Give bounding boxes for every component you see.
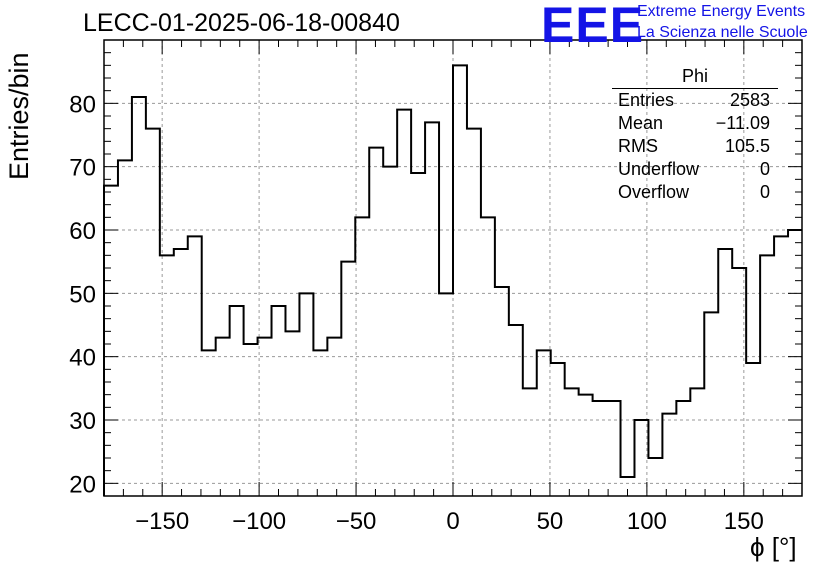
y-tick-label: 30 [69, 408, 96, 435]
stats-label: Entries [618, 90, 675, 110]
tick-labels: −150 −100 −50 0 50 100 150 20 30 40 50 60 70 80 [69, 91, 764, 535]
stats-row-mean: Mean −11.09 [610, 112, 778, 135]
stats-label: Overflow [618, 182, 690, 202]
x-tick-label: −100 [232, 508, 286, 535]
x-tick-label: 100 [627, 508, 667, 535]
x-tick-label: −50 [336, 508, 377, 535]
stats-row-overflow: Overflow 0 [610, 181, 778, 204]
stats-box: Phi Entries 2583 Mean −11.09 RMS 105.5 U… [610, 66, 778, 204]
stats-label: Underflow [618, 159, 700, 179]
x-tick-label: 50 [537, 508, 564, 535]
y-tick-label: 50 [69, 281, 96, 308]
y-tick-label: 80 [69, 91, 96, 118]
stats-value: 0 [759, 182, 770, 202]
logo-line-2: La Scienza nelle Scuole [637, 24, 808, 41]
plot-frame [103, 39, 803, 497]
x-tick-label: −150 [135, 508, 189, 535]
stats-value: −11.09 [715, 113, 770, 133]
x-axis-label: ϕ [°] [750, 532, 797, 562]
y-tick-label: 40 [69, 345, 96, 372]
y-tick-label: 60 [69, 218, 96, 245]
x-tick-label: 150 [724, 508, 764, 535]
y-tick-label: 20 [69, 471, 96, 498]
x-tick-label: 0 [446, 508, 459, 535]
logo-line-1: Extreme Energy Events [637, 3, 806, 20]
stats-box-title: Phi [612, 66, 778, 89]
stats-label: Mean [618, 113, 664, 133]
axis-ticks [103, 39, 803, 497]
stats-label: RMS [618, 136, 658, 156]
run-title: LECC-01-2025-06-18-00840 [83, 9, 400, 37]
stats-value: 2583 [729, 90, 770, 110]
stats-value: 105.5 [724, 136, 770, 156]
stats-value: 0 [759, 159, 770, 179]
stats-row-entries: Entries 2583 [610, 89, 778, 112]
stats-row-underflow: Underflow 0 [610, 158, 778, 181]
eee-logo: EEE [541, 0, 645, 53]
stats-row-rms: RMS 105.5 [610, 135, 778, 158]
histogram-step-line [103, 64, 802, 496]
y-tick-label: 70 [69, 155, 96, 182]
